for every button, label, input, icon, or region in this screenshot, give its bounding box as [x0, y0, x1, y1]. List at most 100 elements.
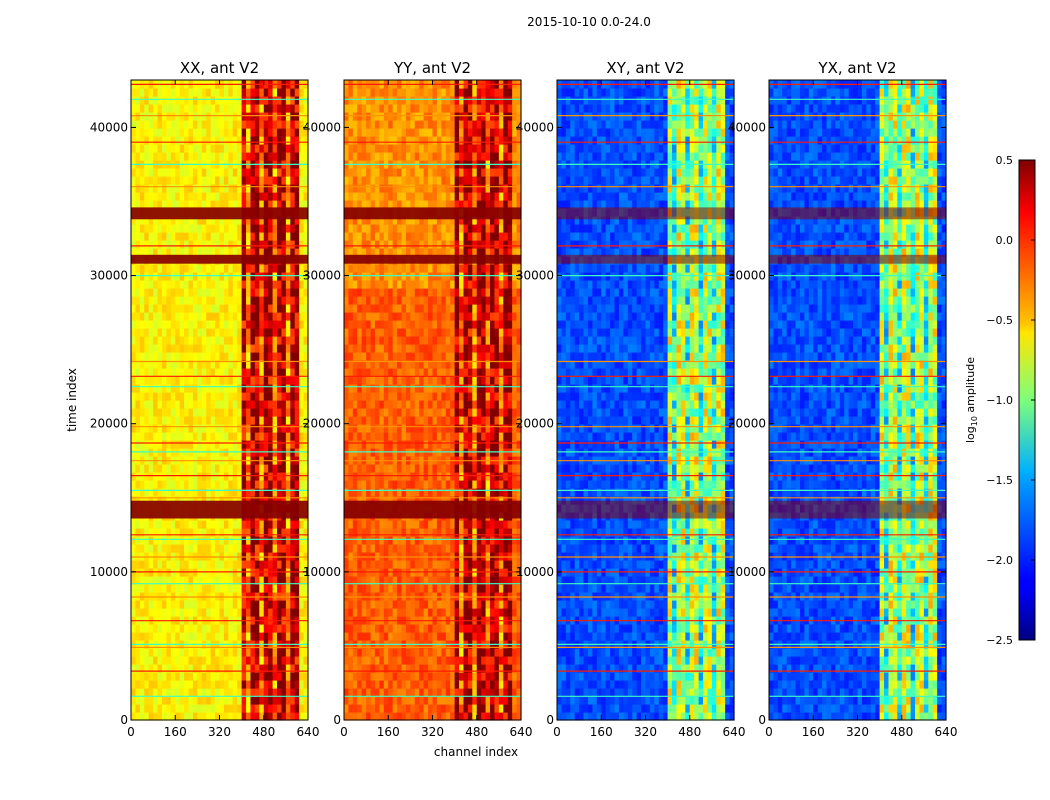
heatmap-cell [432, 344, 438, 353]
heatmap-cell [254, 472, 260, 481]
heatmap-cell [410, 368, 416, 377]
heatmap-cell [361, 392, 367, 401]
heatmap-cell [263, 320, 269, 329]
heatmap-cell [197, 88, 203, 97]
heatmap-cell [294, 368, 300, 377]
heatmap-cell [303, 200, 309, 209]
heatmap-cell [131, 336, 137, 345]
heatmap-cell [285, 240, 291, 249]
heatmap-cell [414, 280, 420, 289]
heatmap-cell [348, 384, 354, 393]
heatmap-cell [397, 432, 403, 441]
heatmap-cell [201, 472, 207, 481]
heatmap-cell [170, 104, 176, 113]
heatmap-cell [246, 488, 252, 497]
heatmap-cell [206, 192, 212, 201]
heatmap-cell [294, 392, 300, 401]
heatmap-cell [285, 704, 291, 713]
heatmap-cell [153, 344, 159, 353]
heatmap-cell [374, 184, 380, 193]
heatmap-cell [294, 296, 300, 305]
heatmap-cell [357, 552, 363, 561]
heatmap-cell [370, 176, 376, 185]
heatmap-cell [294, 688, 300, 697]
heatmap-cell [197, 192, 203, 201]
heatmap-cell [397, 336, 403, 345]
heatmap-cell [197, 584, 203, 593]
heatmap-cell [237, 344, 243, 353]
heatmap-cell [268, 576, 274, 585]
heatmap-cell [423, 144, 429, 153]
heatmap-cell [414, 408, 420, 417]
heatmap-cell [139, 424, 145, 433]
heatmap-cell [197, 576, 203, 585]
heatmap-cell [294, 712, 300, 721]
heatmap-cell [366, 488, 372, 497]
heatmap-cell [135, 712, 141, 721]
heatmap-cell [419, 664, 425, 673]
heatmap-cell [428, 192, 434, 201]
heatmap-cell [419, 112, 425, 121]
heatmap-cell [436, 368, 442, 377]
heatmap-cell [232, 384, 238, 393]
heatmap-cell [148, 560, 154, 569]
heatmap-cell [219, 200, 225, 209]
heatmap-cell [277, 144, 283, 153]
heatmap-cell [215, 440, 221, 449]
heatmap-cell [432, 528, 438, 537]
heatmap-cell [241, 600, 247, 609]
heatmap-cell [250, 296, 256, 305]
heatmap-cell [241, 376, 247, 385]
heatmap-cell [281, 680, 287, 689]
heatmap-cell [237, 96, 243, 105]
heatmap-cell [153, 144, 159, 153]
heatmap-cell [272, 664, 278, 673]
heatmap-cell [401, 664, 407, 673]
heatmap-cell [405, 280, 411, 289]
heatmap-cell [405, 608, 411, 617]
heatmap-cell [299, 488, 305, 497]
heatmap-cell [294, 272, 300, 281]
heatmap-cell [374, 376, 380, 385]
heatmap-cell [290, 608, 296, 617]
heatmap-cell [423, 96, 429, 105]
heatmap-cell [299, 648, 305, 657]
heatmap-cell [361, 312, 367, 321]
heatmap-cell [192, 560, 198, 569]
heatmap-cell [281, 408, 287, 417]
heatmap-cell [268, 424, 274, 433]
heatmap-cell [250, 400, 256, 409]
heatmap-cell [131, 368, 137, 377]
heatmap-cell [246, 168, 252, 177]
heatmap-cell [285, 120, 291, 129]
heatmap-cell [131, 592, 137, 601]
heatmap-cell [352, 648, 358, 657]
heatmap-cell [188, 552, 194, 561]
heatmap-cell [277, 552, 283, 561]
heatmap-cell [392, 104, 398, 113]
heatmap-cell [268, 416, 274, 425]
heatmap-cell [366, 680, 372, 689]
heatmap-cell [153, 464, 159, 473]
heatmap-cell [277, 360, 283, 369]
heatmap-cell [423, 408, 429, 417]
heatmap-cell [228, 104, 234, 113]
heatmap-cell [192, 400, 198, 409]
heatmap-cell [401, 432, 407, 441]
heatmap-cell [135, 344, 141, 353]
heatmap-cell [201, 232, 207, 241]
heatmap-cell [157, 528, 163, 537]
heatmap-cell [277, 560, 283, 569]
heatmap-cell [374, 672, 380, 681]
heatmap-cell [254, 312, 260, 321]
heatmap-cell [148, 672, 154, 681]
heatmap-cell [237, 624, 243, 633]
heatmap-cell [131, 480, 137, 489]
heatmap-cell [370, 272, 376, 281]
heatmap-cell [366, 704, 372, 713]
heatmap-cell [246, 496, 252, 505]
heatmap-cell [370, 192, 376, 201]
heatmap-cell [281, 200, 287, 209]
heatmap-cell [153, 584, 159, 593]
heatmap-cell [268, 248, 274, 257]
